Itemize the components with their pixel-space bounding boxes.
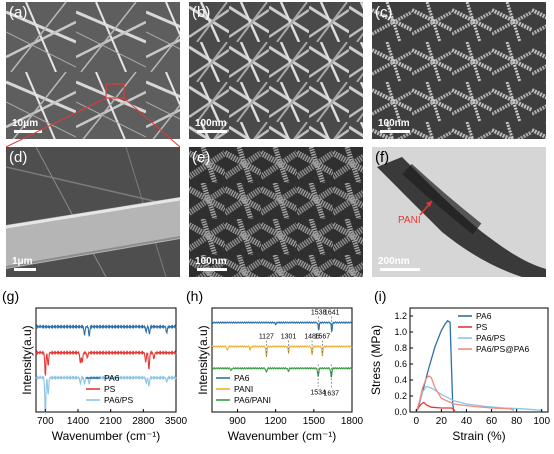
legend-entry: PA6/PS (104, 395, 133, 405)
tem-panel-f: (f) PANI 200nm (372, 147, 546, 277)
series-line-pa6-ps-pa6 (415, 375, 515, 413)
x-tick-label: 20 (436, 416, 448, 427)
x-tick-label: 100 (533, 416, 550, 427)
peak-label: 1538 (311, 310, 327, 317)
legend-entry: PA6 (234, 373, 250, 383)
x-axis-label: Strain (%) (452, 429, 505, 443)
scale-bar-f (380, 268, 420, 271)
y-axis-label: Intensity(a.u) (196, 325, 210, 394)
y-axis-label: Stress (MPa) (369, 325, 383, 395)
chart-label-i: (i) (374, 288, 387, 304)
peak-label: 1534 (310, 390, 326, 397)
y-axis-label: Intensity(a.u) (20, 325, 34, 394)
peak-label: 1641 (324, 310, 340, 317)
peak-label: 1567 (315, 333, 331, 340)
scale-bar-c (380, 130, 410, 133)
x-tick-label: 1800 (341, 416, 364, 427)
x-tick-label: 80 (511, 416, 523, 427)
peak-label: 1486 (304, 333, 320, 340)
scale-text-b: 100nm (195, 118, 227, 129)
panel-label-a: (a) (9, 4, 28, 21)
scale-text-d: 1μm (12, 256, 33, 267)
chart-label-h: (h) (186, 288, 204, 304)
plot-frame (211, 307, 353, 413)
legend-entry: PS (104, 384, 116, 394)
sem-panel-c: (c) 100nm (372, 2, 546, 139)
x-tick-label: 1200 (265, 416, 288, 427)
plot-frame (409, 307, 549, 413)
scale-bar-a (14, 130, 42, 133)
x-axis-label: Wavenumber (cm⁻¹) (52, 429, 161, 443)
scale-text-f: 200nm (378, 256, 410, 267)
scale-text-c: 100nm (378, 118, 410, 129)
x-tick-label: 0 (413, 416, 419, 427)
x-tick-label: 1500 (303, 416, 326, 427)
series-line-pani (211, 345, 353, 358)
y-tick-label: 0.4 (394, 375, 407, 385)
y-tick-label: 0.2 (394, 391, 407, 401)
x-tick-label: 1400 (67, 416, 90, 427)
y-tick-label: 0.0 (394, 407, 407, 417)
x-tick-label: 60 (486, 416, 498, 427)
peak-label: 1637 (323, 391, 339, 398)
scale-bar-d (14, 268, 36, 271)
pani-annotation: PANI (398, 215, 421, 226)
x-tick-label: 2100 (100, 416, 123, 427)
x-tick-label: 2800 (132, 416, 155, 427)
x-tick-label: 900 (229, 416, 246, 427)
chart-i-svg: 0 20 40 60 80 100 0.0 0.2 0.4 0.6 0.8 1.0 1.2 Strain … (369, 307, 551, 443)
scale-bar-b (197, 130, 227, 133)
sem-panel-b: (b) 100nm (189, 2, 363, 139)
series-line-pa6 (211, 321, 353, 334)
chart-label-g: (g) (2, 288, 20, 304)
scale-bar-e (197, 268, 227, 271)
x-axis-label: Wavenumber (cm⁻¹) (228, 429, 337, 443)
y-tick-label: 1.2 (394, 311, 407, 321)
panel-label-e: (e) (192, 149, 211, 166)
zoom-connector (5, 97, 181, 148)
series-line-pa6 (35, 323, 177, 337)
panel-label-c: (c) (375, 4, 393, 21)
plot-frame (35, 307, 177, 413)
peak-label: 1127 (259, 333, 274, 340)
sem-panel-d: (d) 1μm (6, 147, 180, 277)
series-line-ps (35, 349, 177, 377)
panel-label-d: (d) (9, 149, 28, 166)
y-tick-label: 0.8 (394, 343, 407, 353)
series-line-pa6-pani (211, 366, 353, 378)
chart-h-svg: 900 1200 1500 1800 Wavenumber (cm⁻¹) Intensit… (196, 307, 364, 443)
x-tick-label: 700 (37, 416, 54, 427)
y-tick-label: 1.0 (394, 327, 407, 337)
scale-text-e: 100nm (195, 256, 227, 267)
legend-entry: PS (476, 322, 488, 332)
zoom-region-box (105, 83, 125, 99)
legend-entry: PA6 (476, 311, 492, 321)
legend-entry: PA6 (104, 373, 120, 383)
x-tick-label: 40 (461, 416, 473, 427)
sem-panel-e: (e) 100nm (189, 147, 363, 277)
series-line-pa6-ps (415, 385, 542, 413)
chart-g-svg: 700 1400 2100 2800 3500 Wavenumber (cm⁻¹) Inte… (20, 307, 188, 443)
y-tick-label: 0.6 (394, 359, 407, 369)
chart-h: (h) 900 1200 1500 1800 Wavenumber (cm⁻¹) Inte… (184, 286, 368, 454)
series-line-ps (415, 401, 456, 413)
scale-text-a: 10μm (12, 118, 39, 129)
legend-entry: PA6/PS (476, 333, 505, 343)
chart-g: (g) 700 1400 2100 2800 3500 Wavenumber (cm⁻¹)… (0, 286, 188, 454)
panel-label-b: (b) (192, 4, 211, 21)
chart-i: (i) 0 20 40 60 80 100 0.0 0.2 0.4 0.6 0.8 1.0 1.2 Str… (368, 286, 554, 454)
panel-label-f: (f) (375, 149, 390, 166)
legend-entry: PA6/PS@PA6 (476, 344, 529, 354)
peak-label: 1301 (281, 333, 297, 340)
legend-entry: PANI (234, 384, 253, 394)
x-tick-label: 3500 (165, 416, 188, 427)
sem-panel-a: (a) 10μm (6, 2, 180, 139)
legend-entry: PA6/PANI (234, 395, 271, 405)
series-line-pa6-ps (35, 374, 177, 414)
